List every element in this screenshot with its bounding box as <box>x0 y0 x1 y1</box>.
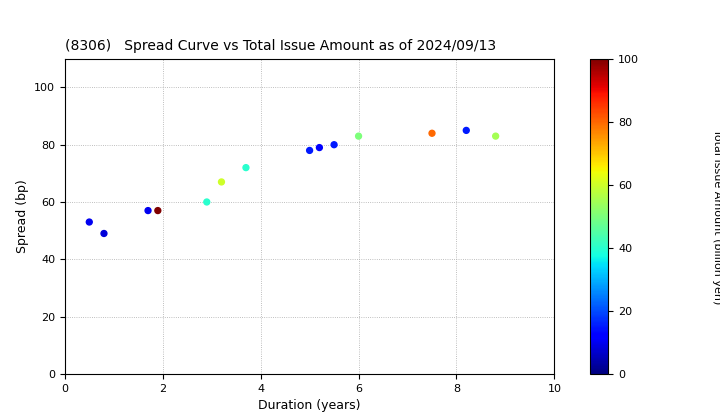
Text: (8306)   Spread Curve vs Total Issue Amount as of 2024/09/13: (8306) Spread Curve vs Total Issue Amoun… <box>65 39 496 53</box>
Point <box>461 127 472 134</box>
Y-axis label: Total Issue Amount (billion yen): Total Issue Amount (billion yen) <box>713 129 720 304</box>
Point <box>152 207 163 214</box>
Y-axis label: Spread (bp): Spread (bp) <box>16 179 29 253</box>
Point <box>143 207 154 214</box>
Point <box>201 199 212 205</box>
X-axis label: Duration (years): Duration (years) <box>258 399 361 412</box>
Point <box>304 147 315 154</box>
Point <box>84 219 95 226</box>
Point <box>98 230 109 237</box>
Point <box>328 142 340 148</box>
Point <box>353 133 364 139</box>
Point <box>314 144 325 151</box>
Point <box>426 130 438 136</box>
Point <box>490 133 501 139</box>
Point <box>240 164 252 171</box>
Point <box>216 178 228 185</box>
